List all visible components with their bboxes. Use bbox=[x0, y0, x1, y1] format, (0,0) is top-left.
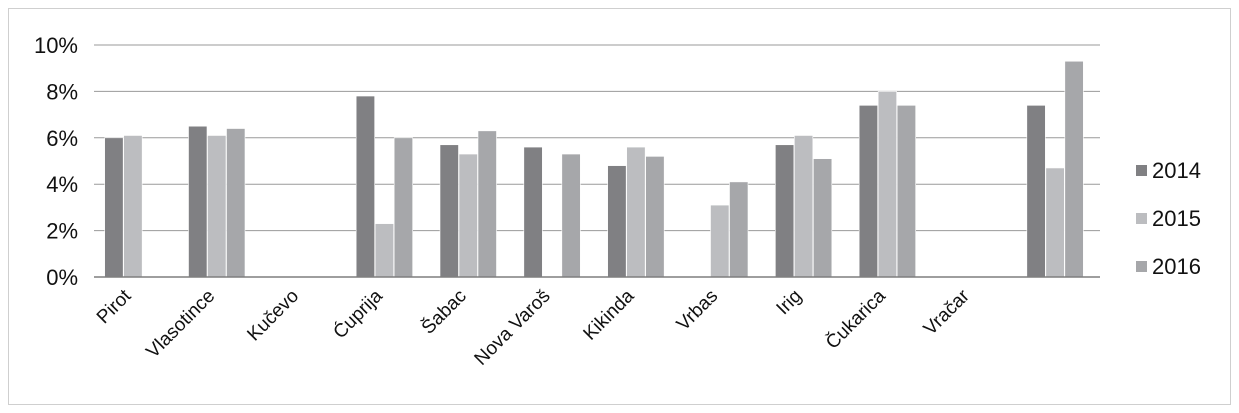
y-tick-label: 2% bbox=[46, 219, 78, 244]
x-tick-label: Čukarica bbox=[821, 285, 890, 354]
bar-2015-čukarica bbox=[877, 91, 897, 278]
x-tick-label: Pirot bbox=[93, 285, 136, 328]
bar-2015-vlasotince bbox=[207, 135, 227, 278]
y-tick-label: 8% bbox=[46, 79, 78, 104]
bar-2015-pirot bbox=[123, 135, 143, 278]
y-tick-label: 10% bbox=[34, 33, 78, 58]
legend: 2014 2015 2016 bbox=[1136, 158, 1201, 279]
x-tick-label: Vračar bbox=[920, 285, 974, 339]
legend-label: 2015 bbox=[1152, 206, 1201, 231]
legend-label: 2016 bbox=[1152, 254, 1201, 279]
bar-2016-vrbas bbox=[729, 181, 749, 278]
bar-2016-ćuprija bbox=[393, 137, 413, 278]
x-tick-label: Vlasotince bbox=[142, 286, 219, 363]
bar-2015-irig bbox=[794, 135, 814, 278]
bar-2014-ćuprija bbox=[355, 95, 375, 278]
y-axis-ticks: 0% 2% 4% 6% 8% 10% bbox=[34, 33, 78, 290]
bars bbox=[104, 60, 1084, 278]
bar-2016-unlabeled bbox=[1064, 60, 1084, 278]
bar-2015-ćuprija bbox=[374, 223, 394, 278]
legend-swatch bbox=[1136, 165, 1147, 176]
bar-2016-vlasotince bbox=[226, 128, 246, 278]
bar-2016-irig bbox=[813, 158, 833, 278]
gridlines bbox=[94, 44, 1100, 232]
bar-2014-kikinda bbox=[607, 165, 627, 278]
bar-2015-kikinda bbox=[626, 146, 646, 278]
bar-2014-šabac bbox=[439, 144, 459, 278]
bar-2016-nova-varoš bbox=[561, 153, 581, 278]
bar-2015-šabac bbox=[458, 153, 478, 278]
y-tick-label: 0% bbox=[46, 265, 78, 290]
bar-2014-čukarica bbox=[858, 105, 878, 278]
legend-label: 2014 bbox=[1152, 158, 1201, 183]
legend-swatch bbox=[1136, 261, 1147, 272]
bar-2015-unlabeled bbox=[1045, 167, 1065, 278]
bar-2014-vlasotince bbox=[188, 125, 208, 278]
bar-2014-pirot bbox=[104, 137, 124, 278]
x-axis-labels: Pirot Vlasotince Kučevo Ćuprija Šabac Nova Va… bbox=[93, 285, 974, 370]
x-tick-label: Ćuprija bbox=[329, 285, 387, 343]
x-tick-label: Irig bbox=[773, 286, 807, 320]
y-tick-label: 4% bbox=[46, 172, 78, 197]
bar-2014-irig bbox=[775, 144, 795, 278]
x-tick-label: Nova Varoš bbox=[471, 286, 555, 370]
bar-2016-čukarica bbox=[896, 105, 916, 278]
x-tick-label: Šabac bbox=[417, 285, 471, 339]
x-tick-label: Kikinda bbox=[580, 285, 639, 344]
bar-2016-šabac bbox=[477, 130, 497, 278]
bar-2014-nova-varoš bbox=[523, 146, 543, 278]
legend-swatch bbox=[1136, 213, 1147, 224]
x-tick-label: Vrbas bbox=[673, 286, 722, 335]
bar-2016-kikinda bbox=[645, 156, 665, 278]
x-tick-label: Kučevo bbox=[243, 286, 303, 346]
bar-2014-unlabeled bbox=[1026, 105, 1046, 278]
bar-2015-vrbas bbox=[710, 204, 730, 278]
y-tick-label: 6% bbox=[46, 126, 78, 151]
